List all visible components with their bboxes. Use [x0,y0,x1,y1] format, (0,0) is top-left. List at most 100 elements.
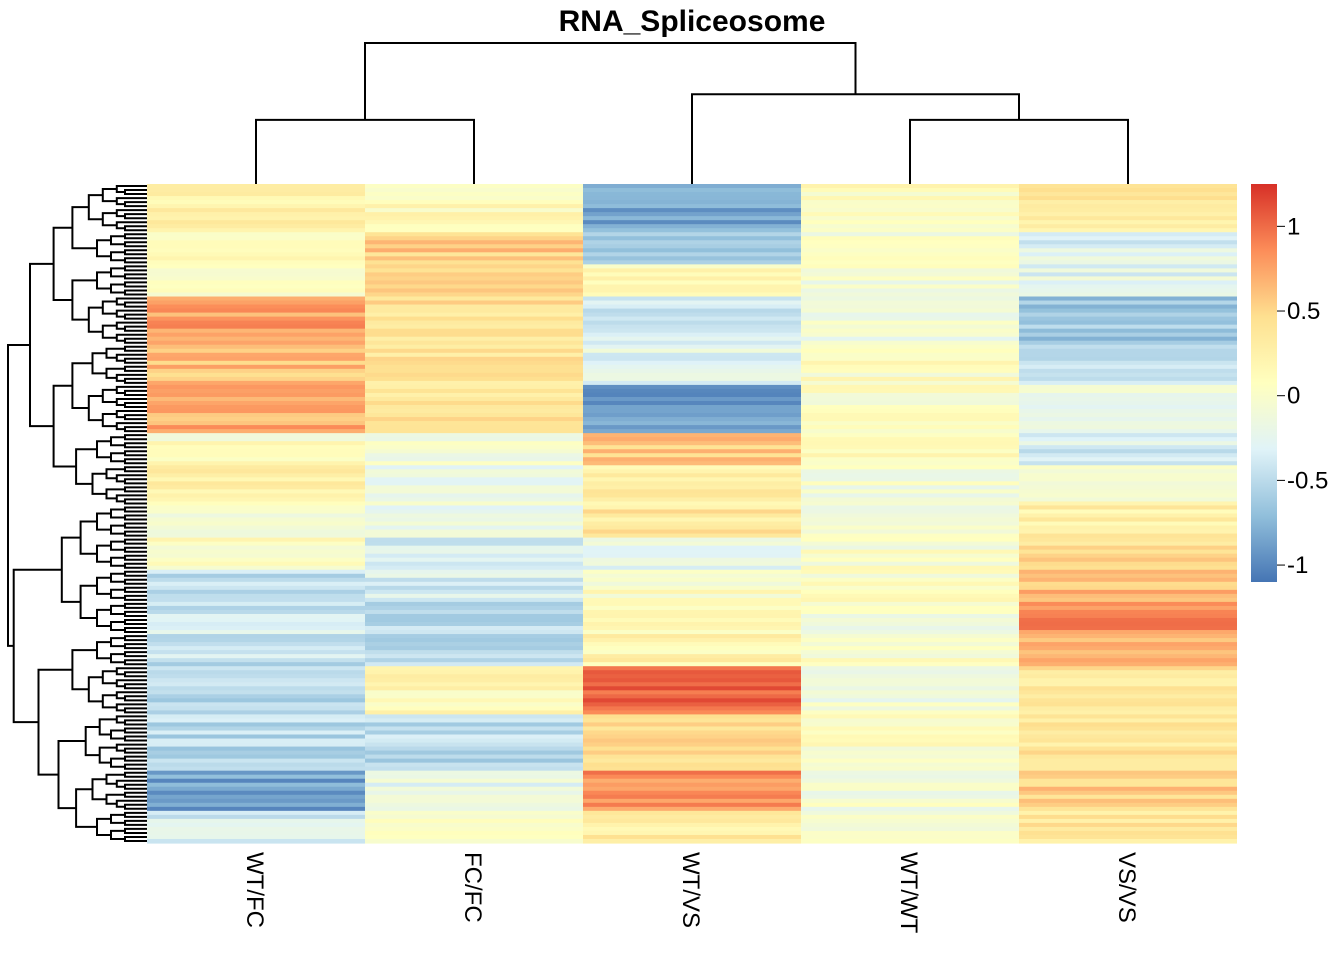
heatmap-cell [801,284,1019,290]
heatmap-cell [583,814,801,820]
heatmap-cell [801,449,1019,454]
heatmap-cell [365,662,583,667]
heatmap-cell [1019,368,1237,374]
heatmap-cell [801,634,1019,639]
heatmap-cell [583,634,801,639]
heatmap-cell [365,453,583,458]
row-dendrogram-branch [110,572,125,583]
heatmap-cell [365,304,583,310]
heatmap-cell [365,445,583,450]
heatmap-cell [365,670,583,675]
heatmap-cell [583,344,801,350]
heatmap-cell [583,228,801,233]
dendrogram-branch [364,42,857,120]
heatmap-cell [365,545,583,551]
heatmap-cell [1019,838,1237,844]
heatmap-cell [801,268,1019,273]
heatmap-cell [801,670,1019,675]
heatmap-cell [801,533,1019,539]
heatmap-cell [801,818,1019,824]
heatmap-cell [147,196,365,201]
heatmap-cell [583,666,801,671]
row-dendrogram-branch [124,783,147,790]
heatmap-cell [365,264,583,269]
heatmap-cell [365,288,583,294]
heatmap-cell [147,754,365,760]
heatmap-cell [147,826,365,832]
heatmap-cell [583,730,801,736]
heatmap-cell [583,188,801,193]
heatmap-cell [1019,545,1237,551]
heatmap-cell [1019,666,1237,671]
heatmap-cell [1019,473,1237,478]
heatmap-cell [365,806,583,812]
heatmap-cell [365,766,583,772]
heatmap-cell [1019,605,1237,611]
heatmap-cell [583,662,801,667]
heatmap-cell [583,573,801,579]
row-dendrogram-branch [101,413,117,428]
row-dendrogram-branch [124,763,147,770]
heatmap-cell [801,577,1019,583]
heatmap-cell [365,642,583,647]
heatmap-cell [801,826,1019,832]
heatmap-cell [583,565,801,571]
heatmap-cell [147,638,365,643]
row-dendrogram-branch [75,788,97,828]
heatmap-cell [147,501,365,507]
heatmap-cell [801,766,1019,772]
heatmap-cell [801,754,1019,760]
heatmap-cell [1019,356,1237,362]
heatmap-cell [365,646,583,651]
heatmap-cell [147,272,365,278]
heatmap-cell [583,252,801,257]
heatmap-cell [365,300,583,306]
heatmap-cell [583,541,801,547]
heatmap-cell [801,565,1019,571]
heatmap-cell [147,750,365,756]
heatmap-cell [583,441,801,446]
row-dendrogram-branch [87,676,103,703]
row-dendrogram-branch [124,791,147,798]
heatmap-cell [365,529,583,535]
row-dendrogram-branch [87,306,103,333]
heatmap-cell [1019,405,1237,410]
heatmap-cell [365,742,583,748]
heatmap-cell [801,288,1019,294]
heatmap-cell [365,722,583,728]
heatmap-cell [1019,734,1237,740]
row-dendrogram-branch [105,488,125,500]
row-dendrogram-branch [124,345,147,352]
heatmap-cell [583,384,801,390]
heatmap-cell [1019,561,1237,567]
heatmap-cell [365,344,583,350]
heatmap-cell [583,638,801,643]
heatmap-cell [147,244,365,249]
heatmap-cell [147,521,365,527]
heatmap-cell [583,654,801,659]
heatmap-cell [583,738,801,744]
row-dendrogram-branch [71,279,97,321]
row-dendrogram-branch [115,410,147,419]
heatmap-cell [1019,758,1237,764]
heatmap-cell [365,240,583,245]
heatmap-cell [147,525,365,531]
row-dendrogram-branch [101,670,117,685]
heatmap-cell [1019,537,1237,543]
heatmap-cell [365,368,583,374]
column-labels: WT/FC FC/FC WT/VS WT/WT VS/VS [241,852,1140,934]
row-dendrogram-branch [124,586,147,593]
heatmap-cell [147,634,365,639]
heatmap-cell [1019,477,1237,482]
heatmap-cell [583,461,801,466]
row-dendrogram-branch [110,283,125,294]
heatmap-cell [801,405,1019,410]
heatmap-cell [583,421,801,426]
heatmap-cell [365,256,583,261]
row-dendrogram-branch [124,466,147,473]
colorbar [1251,184,1277,582]
heatmap-cell [801,505,1019,511]
heatmap-cell [365,710,583,716]
heatmap-cell [365,565,583,571]
